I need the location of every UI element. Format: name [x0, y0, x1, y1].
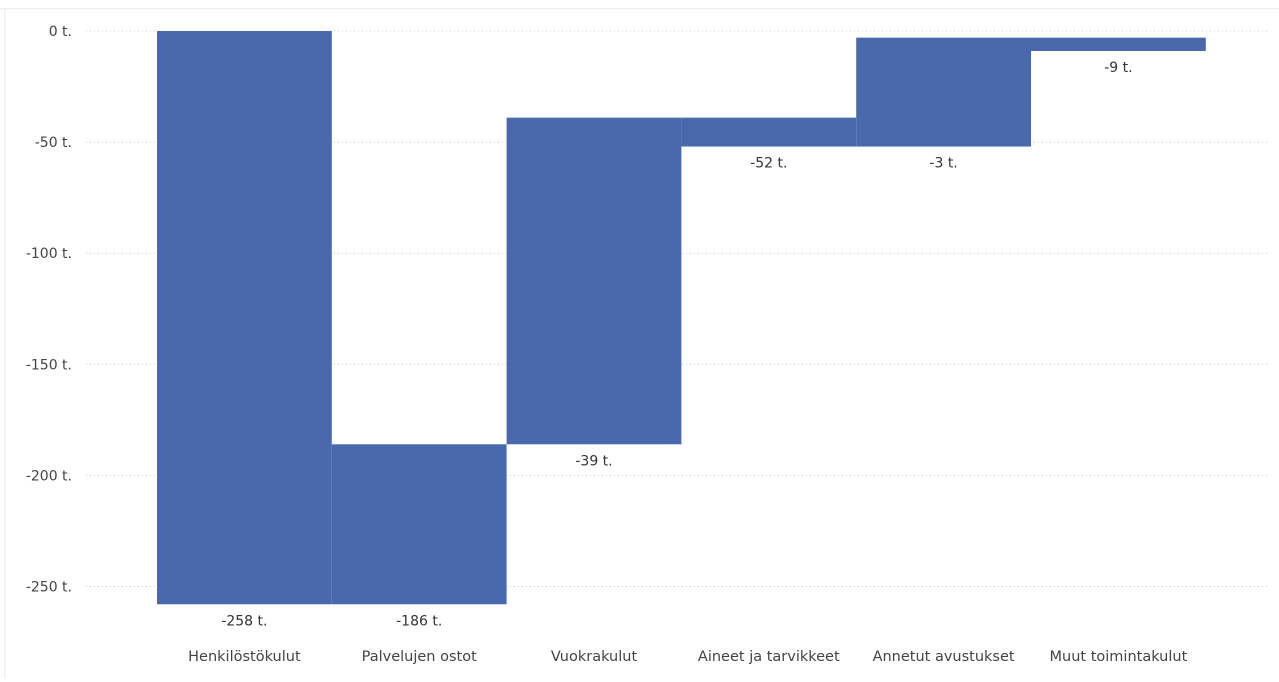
chart-left-border — [4, 8, 6, 678]
x-category-label: Aineet ja tarvikkeet — [698, 649, 840, 665]
bar-data-label: -9 t. — [1104, 60, 1132, 76]
bar-data-label: -258 t. — [221, 613, 267, 629]
y-tick-label: 0 t. — [49, 24, 72, 40]
x-category-label: Annetut avustukset — [873, 649, 1015, 665]
bar-data-label: -39 t. — [575, 453, 612, 469]
x-category-label: Palvelujen ostot — [362, 649, 477, 665]
y-tick-label: -50 t. — [35, 135, 72, 151]
bar-data-label: -186 t. — [396, 613, 442, 629]
bar[interactable] — [1031, 37, 1206, 51]
bar[interactable] — [157, 31, 332, 605]
y-tick-label: -100 t. — [26, 246, 72, 262]
x-category-label: Henkilöstökulut — [188, 649, 301, 665]
y-tick-label: -200 t. — [26, 468, 72, 484]
y-tick-label: -250 t. — [26, 580, 72, 596]
bar-layer — [157, 31, 1206, 605]
bar[interactable] — [681, 117, 857, 147]
y-tick-label: -150 t. — [26, 357, 72, 373]
bar[interactable] — [331, 444, 507, 605]
bar-data-label: -52 t. — [750, 156, 787, 172]
label-layer: 0 t. -50 t. -100 t. -150 t. -200 t. -250 t. -2… — [26, 24, 1188, 665]
bar-data-label: -3 t. — [929, 156, 957, 172]
chart-top-border — [0, 8, 1279, 10]
x-category-label: Muut toimintakulut — [1050, 649, 1188, 665]
x-category-label: Vuokrakulut — [551, 649, 638, 665]
bar[interactable] — [506, 117, 682, 445]
bar[interactable] — [856, 37, 1031, 147]
